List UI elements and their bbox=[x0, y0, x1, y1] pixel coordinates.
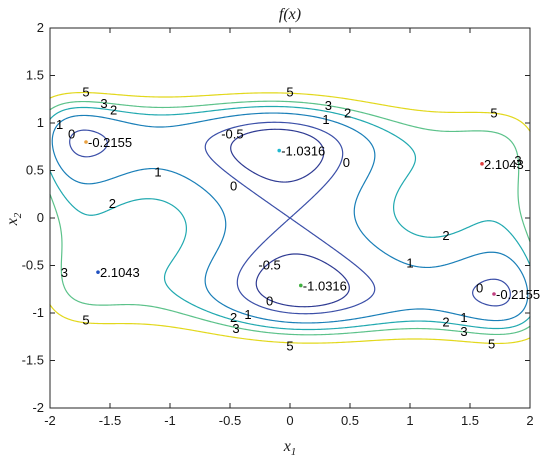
contour-label: 0 bbox=[343, 155, 350, 170]
contour-level-3 bbox=[49, 100, 531, 336]
contour-label: 2 bbox=[109, 196, 116, 211]
x-tick-label: -2 bbox=[44, 413, 56, 428]
critical-point-marker bbox=[299, 283, 303, 288]
y-tick-label: 1 bbox=[37, 115, 44, 130]
y-tick-label: 0.5 bbox=[26, 163, 44, 178]
contour-label: 5 bbox=[488, 336, 495, 351]
x-tick-label: 2 bbox=[526, 413, 533, 428]
contour-level-5 bbox=[49, 91, 531, 345]
contour-level--0.5 bbox=[230, 128, 350, 308]
critical-point-value: -1.0316 bbox=[303, 278, 347, 293]
contour-label: 3 bbox=[460, 324, 467, 339]
contour-level-1 bbox=[51, 112, 529, 324]
x-tick-label: -1.5 bbox=[99, 413, 121, 428]
y-axis-label: x2 bbox=[4, 212, 24, 226]
x-tick-label: -1 bbox=[164, 413, 176, 428]
y-tick-label: -0.5 bbox=[22, 258, 44, 273]
contour-label: 1 bbox=[56, 117, 63, 132]
contour-label: 1 bbox=[154, 164, 161, 179]
contour-label: 3 bbox=[325, 98, 332, 113]
contour-label: 2 bbox=[442, 315, 449, 330]
contour-label: 2 bbox=[344, 106, 351, 121]
contour-label: 0 bbox=[230, 179, 237, 194]
x-axis-label: x1 bbox=[283, 438, 297, 458]
critical-point-marker bbox=[277, 148, 282, 153]
critical-point-value: -0.2155 bbox=[88, 135, 132, 150]
contour-label: 3 bbox=[232, 321, 239, 336]
contour-label: 1 bbox=[460, 310, 467, 325]
contour-label: -0.5 bbox=[221, 126, 243, 141]
contour-label: 5 bbox=[286, 85, 293, 100]
y-tick-label: 1.5 bbox=[26, 68, 44, 83]
axes: -2 -1.5 -1 -0.5 0 0.5 1 1.5 2 -2 -1.5 -1 -0.5 0 0.5 1 1.… bbox=[22, 20, 534, 428]
contour-level-2 bbox=[49, 105, 531, 331]
critical-point-value: -1.0316 bbox=[281, 144, 325, 159]
critical-point-value: 2.1043 bbox=[100, 265, 140, 280]
y-tick-label: 0 bbox=[37, 210, 44, 225]
y-tick-label: -1 bbox=[32, 305, 44, 320]
y-tick-label: -2 bbox=[32, 400, 44, 415]
x-tick-label: 1 bbox=[406, 413, 413, 428]
x-tick-label: -0.5 bbox=[219, 413, 241, 428]
contour-label: 2 bbox=[230, 310, 237, 325]
x-tick-label: 0.5 bbox=[341, 413, 359, 428]
contour-label: 2 bbox=[110, 103, 117, 118]
contour-label: 1 bbox=[322, 112, 329, 127]
y-tick-label: 2 bbox=[37, 20, 44, 35]
contour-label: 5 bbox=[82, 85, 89, 100]
contour-label: 0 bbox=[68, 126, 75, 141]
critical-point-marker bbox=[492, 292, 496, 296]
contour-label: 5 bbox=[82, 313, 89, 328]
x-tick-label: 1.5 bbox=[461, 413, 479, 428]
contour-label: 5 bbox=[490, 106, 497, 121]
x-tick-label: 0 bbox=[286, 413, 293, 428]
contour-label: -0.5 bbox=[258, 258, 280, 273]
critical-point-marker bbox=[480, 162, 484, 166]
chart-title: f(x) bbox=[279, 6, 301, 23]
contour-level-0 bbox=[69, 121, 511, 315]
contour-label: 1 bbox=[406, 256, 413, 271]
contour-label: 2 bbox=[442, 228, 449, 243]
critical-point-markers: -0.2155 -1.0316 2.1043 2.1043 -1.0316 -0.2155 bbox=[84, 135, 540, 302]
contour-label: 3 bbox=[61, 265, 68, 280]
critical-point-marker bbox=[96, 270, 100, 274]
y-tick-label: -1.5 bbox=[22, 353, 44, 368]
contour-lines bbox=[49, 91, 531, 345]
contour-label: 5 bbox=[286, 338, 293, 353]
critical-point-value: -0.2155 bbox=[496, 287, 540, 302]
critical-point-marker bbox=[84, 140, 88, 144]
contour-label: 1 bbox=[244, 307, 251, 322]
contour-label: 3 bbox=[100, 96, 107, 111]
contour-label: 0 bbox=[476, 280, 483, 295]
contour-label: 3 bbox=[514, 153, 521, 168]
contour-label: 0 bbox=[266, 294, 273, 309]
critical-point-value: 2.1043 bbox=[484, 157, 524, 172]
